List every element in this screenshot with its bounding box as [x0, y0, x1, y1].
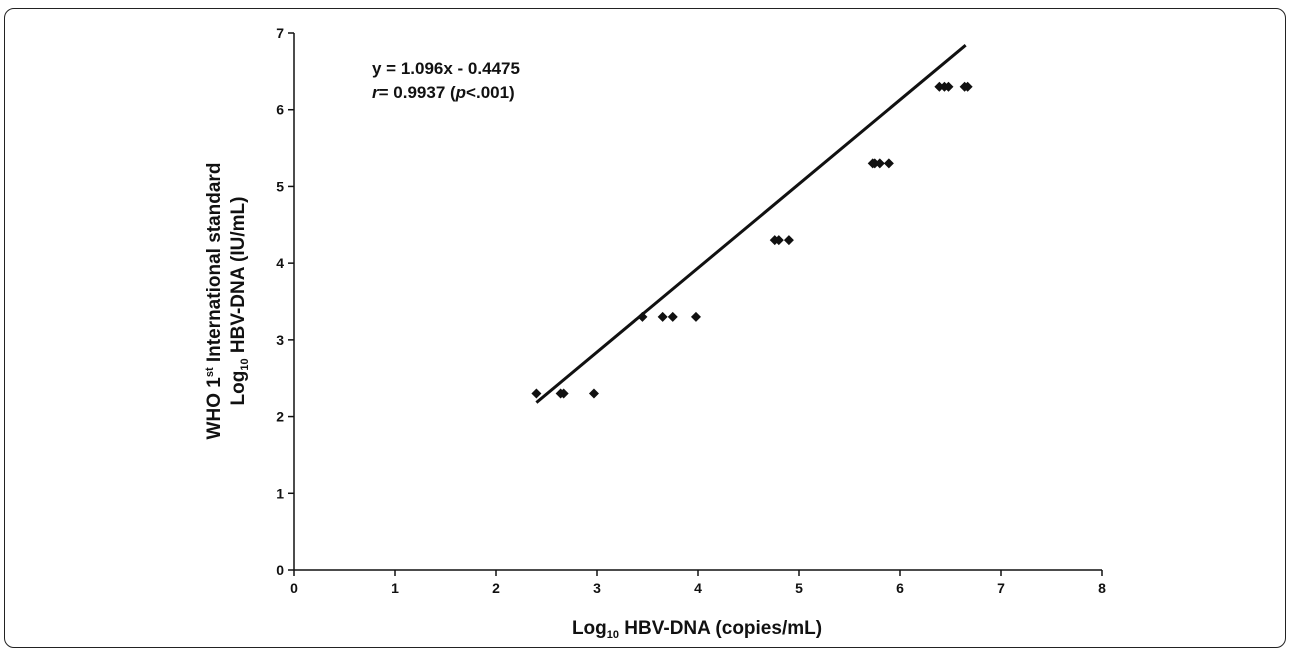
y-axis-label-line2: Log10 HBV-DNA (IU/mL)	[228, 197, 251, 406]
data-point	[883, 158, 894, 169]
x-tick-label: 1	[391, 580, 399, 596]
data-point	[962, 81, 973, 92]
y-tick-label: 6	[276, 102, 284, 118]
r-value: = 0.9937 (	[379, 83, 456, 102]
y-tick-label: 5	[276, 178, 284, 194]
data-point	[783, 235, 794, 246]
y-tick-label: 7	[276, 25, 284, 41]
correlation-annotation: r= 0.9937 (p<.001)	[372, 83, 515, 102]
data-point	[773, 235, 784, 246]
data-point	[588, 388, 599, 399]
data-point	[943, 81, 954, 92]
data-point	[934, 81, 945, 92]
y-tick-label: 0	[276, 562, 284, 578]
data-point	[531, 388, 542, 399]
data-point	[869, 158, 880, 169]
y-axis-label-sup: st	[204, 367, 216, 377]
x-tick-label: 8	[1098, 580, 1106, 596]
data-point	[667, 311, 678, 322]
x-axis-label-rest: HBV-DNA (copies/mL)	[619, 618, 822, 638]
x-tick-label: 5	[795, 580, 803, 596]
x-axis-label-log: Log	[572, 618, 607, 638]
data-point	[558, 388, 569, 399]
x-tick-label: 0	[290, 580, 298, 596]
data-point	[657, 311, 668, 322]
y-tick-label: 4	[276, 255, 284, 271]
x-axis-label: Log10 HBV-DNA (copies/mL)	[572, 618, 822, 638]
y-tick-label: 1	[276, 485, 284, 501]
x-tick-label: 6	[896, 580, 904, 596]
x-tick-label: 4	[694, 580, 702, 596]
x-tick-label: 2	[492, 580, 500, 596]
regression-equation: y = 1.096x - 0.4475	[372, 59, 520, 78]
y-axis-label-who: WHO 1	[204, 377, 225, 440]
x-tick-label: 3	[593, 580, 601, 596]
y-tick-label: 2	[276, 409, 284, 425]
data-point	[637, 311, 648, 322]
y-axis-label-sub: 10	[239, 358, 251, 370]
y-axis-label-rest: International standard	[204, 163, 225, 368]
r-symbol: r	[372, 83, 380, 102]
data-point	[690, 311, 701, 322]
p-symbol: p	[455, 83, 466, 102]
regression-line	[535, 44, 967, 404]
p-value: <.001)	[466, 83, 515, 102]
y-axis-label-line1: WHO 1st International standard	[204, 163, 225, 440]
x-axis-label-sub: 10	[607, 629, 619, 638]
y-tick-label: 3	[276, 332, 284, 348]
data-point	[874, 158, 885, 169]
y-axis-label-unit: HBV-DNA (IU/mL)	[228, 197, 249, 359]
x-tick-label: 7	[997, 580, 1005, 596]
y-axis-label-log: Log	[228, 371, 249, 406]
